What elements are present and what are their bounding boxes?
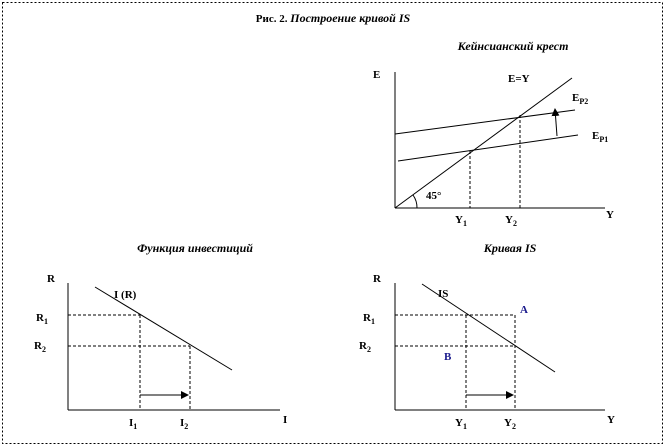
label-base: R bbox=[34, 340, 43, 352]
label-sub: 1 bbox=[463, 422, 467, 431]
label-sub: 1 bbox=[371, 317, 375, 326]
ep2-label: EP2 bbox=[572, 92, 588, 106]
figure-caption: Построение кривой IS bbox=[289, 11, 410, 25]
label-base: I bbox=[180, 417, 184, 429]
panel-title: Кривая IS bbox=[483, 241, 537, 255]
label-sub: 2 bbox=[512, 422, 516, 431]
ep2-line bbox=[394, 109, 576, 135]
label-base: E bbox=[572, 92, 579, 104]
curve-label: IS bbox=[438, 288, 448, 300]
y1-label: Y1 bbox=[455, 417, 467, 431]
label-sub: 1 bbox=[133, 422, 137, 431]
r1-label: R1 bbox=[36, 312, 48, 326]
keynesian-cross: Кейнсианский крест E Y E=Y EP2 EP1 45° Y… bbox=[373, 39, 614, 228]
label-base: R bbox=[363, 312, 372, 324]
line-45-label: E=Y bbox=[508, 73, 530, 85]
label-sub: 2 bbox=[367, 345, 371, 354]
line-45 bbox=[394, 77, 573, 209]
label-sub: 2 bbox=[42, 345, 46, 354]
label-base: I bbox=[129, 417, 133, 429]
y2-label: Y2 bbox=[505, 214, 517, 228]
investment-curve bbox=[94, 286, 233, 371]
y2-label: Y2 bbox=[504, 417, 516, 431]
label-base: Y bbox=[455, 417, 463, 429]
i2-label: I2 bbox=[180, 417, 188, 431]
label-sub: 1 bbox=[44, 317, 48, 326]
label-base: E bbox=[592, 130, 599, 142]
label-base: R bbox=[359, 340, 368, 352]
y-axis-label: R bbox=[373, 273, 382, 285]
x-axis-label: I bbox=[283, 414, 287, 426]
label-base: Y bbox=[504, 417, 512, 429]
label-base: R bbox=[36, 312, 45, 324]
label-sub: 1 bbox=[463, 219, 467, 228]
ep1-label: EP1 bbox=[592, 130, 608, 144]
ep1-line bbox=[397, 134, 579, 162]
x-axis-label: Y bbox=[606, 209, 614, 221]
panel-title: Кейнсианский крест bbox=[457, 39, 569, 53]
curve-label: I (R) bbox=[114, 289, 137, 301]
point-label: A bbox=[520, 304, 528, 316]
label-sub: P2 bbox=[579, 97, 588, 106]
is-curve-panel: Кривая IS R Y IS A B R1 R2 Y1 Y2 bbox=[359, 241, 615, 431]
label-sub: P1 bbox=[599, 135, 608, 144]
y1-label: Y1 bbox=[455, 214, 467, 228]
angle-label: 45° bbox=[426, 190, 441, 202]
r2-label: R2 bbox=[34, 340, 46, 354]
panel-title: Функция инвестиций bbox=[137, 241, 253, 255]
y-axis-label: R bbox=[47, 273, 56, 285]
label-base: Y bbox=[455, 214, 463, 226]
label-base: Y bbox=[505, 214, 513, 226]
figure-title: Рис. 2. Построение кривой IS bbox=[256, 11, 411, 25]
y-axis-label: E bbox=[373, 69, 380, 81]
x-axis-label: Y bbox=[607, 414, 615, 426]
r1-label: R1 bbox=[363, 312, 375, 326]
angle-arc bbox=[412, 194, 418, 209]
point-label: B bbox=[444, 351, 452, 363]
r2-label: R2 bbox=[359, 340, 371, 354]
label-sub: 2 bbox=[184, 422, 188, 431]
i1-label: I1 bbox=[129, 417, 137, 431]
figure-label: Рис. 2. bbox=[256, 13, 288, 25]
investment-function: Функция инвестиций R I I (R) R1 R2 I1 I2 bbox=[34, 241, 287, 431]
shift-arrow bbox=[551, 108, 560, 137]
label-sub: 2 bbox=[513, 219, 517, 228]
is-curve bbox=[421, 283, 556, 373]
